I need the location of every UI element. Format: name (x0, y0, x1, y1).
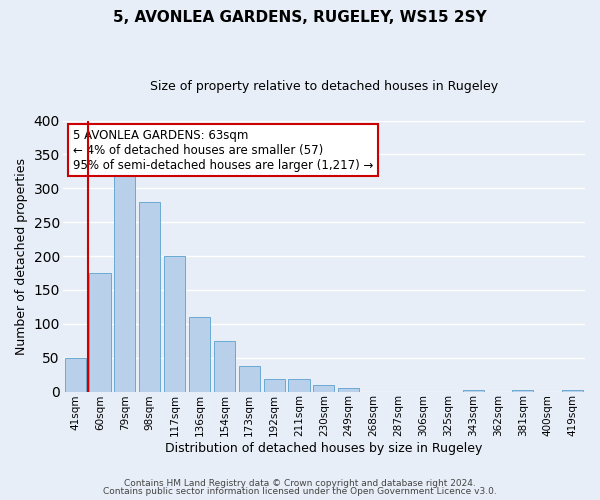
Bar (512, 390, 533, 392)
Y-axis label: Number of detached properties: Number of detached properties (15, 158, 28, 354)
Bar (214, 340, 235, 392)
Bar (189, 317, 210, 392)
Bar (164, 256, 185, 392)
Bar (463, 390, 484, 392)
Bar (289, 380, 310, 392)
Bar (562, 390, 583, 392)
Bar (115, 176, 136, 392)
Text: 5, AVONLEA GARDENS, RUGELEY, WS15 2SY: 5, AVONLEA GARDENS, RUGELEY, WS15 2SY (113, 10, 487, 25)
X-axis label: Distribution of detached houses by size in Rugeley: Distribution of detached houses by size … (165, 442, 482, 455)
Text: Contains public sector information licensed under the Open Government Licence v3: Contains public sector information licen… (103, 487, 497, 496)
Title: Size of property relative to detached houses in Rugeley: Size of property relative to detached ho… (150, 80, 498, 93)
Bar (313, 385, 334, 392)
Bar (263, 380, 284, 392)
Bar (65, 358, 86, 392)
Bar (89, 273, 110, 392)
Text: 5 AVONLEA GARDENS: 63sqm
← 4% of detached houses are smaller (57)
95% of semi-de: 5 AVONLEA GARDENS: 63sqm ← 4% of detache… (73, 128, 374, 172)
Bar (338, 388, 359, 392)
Bar (139, 202, 160, 392)
Bar (239, 366, 260, 392)
Text: Contains HM Land Registry data © Crown copyright and database right 2024.: Contains HM Land Registry data © Crown c… (124, 478, 476, 488)
